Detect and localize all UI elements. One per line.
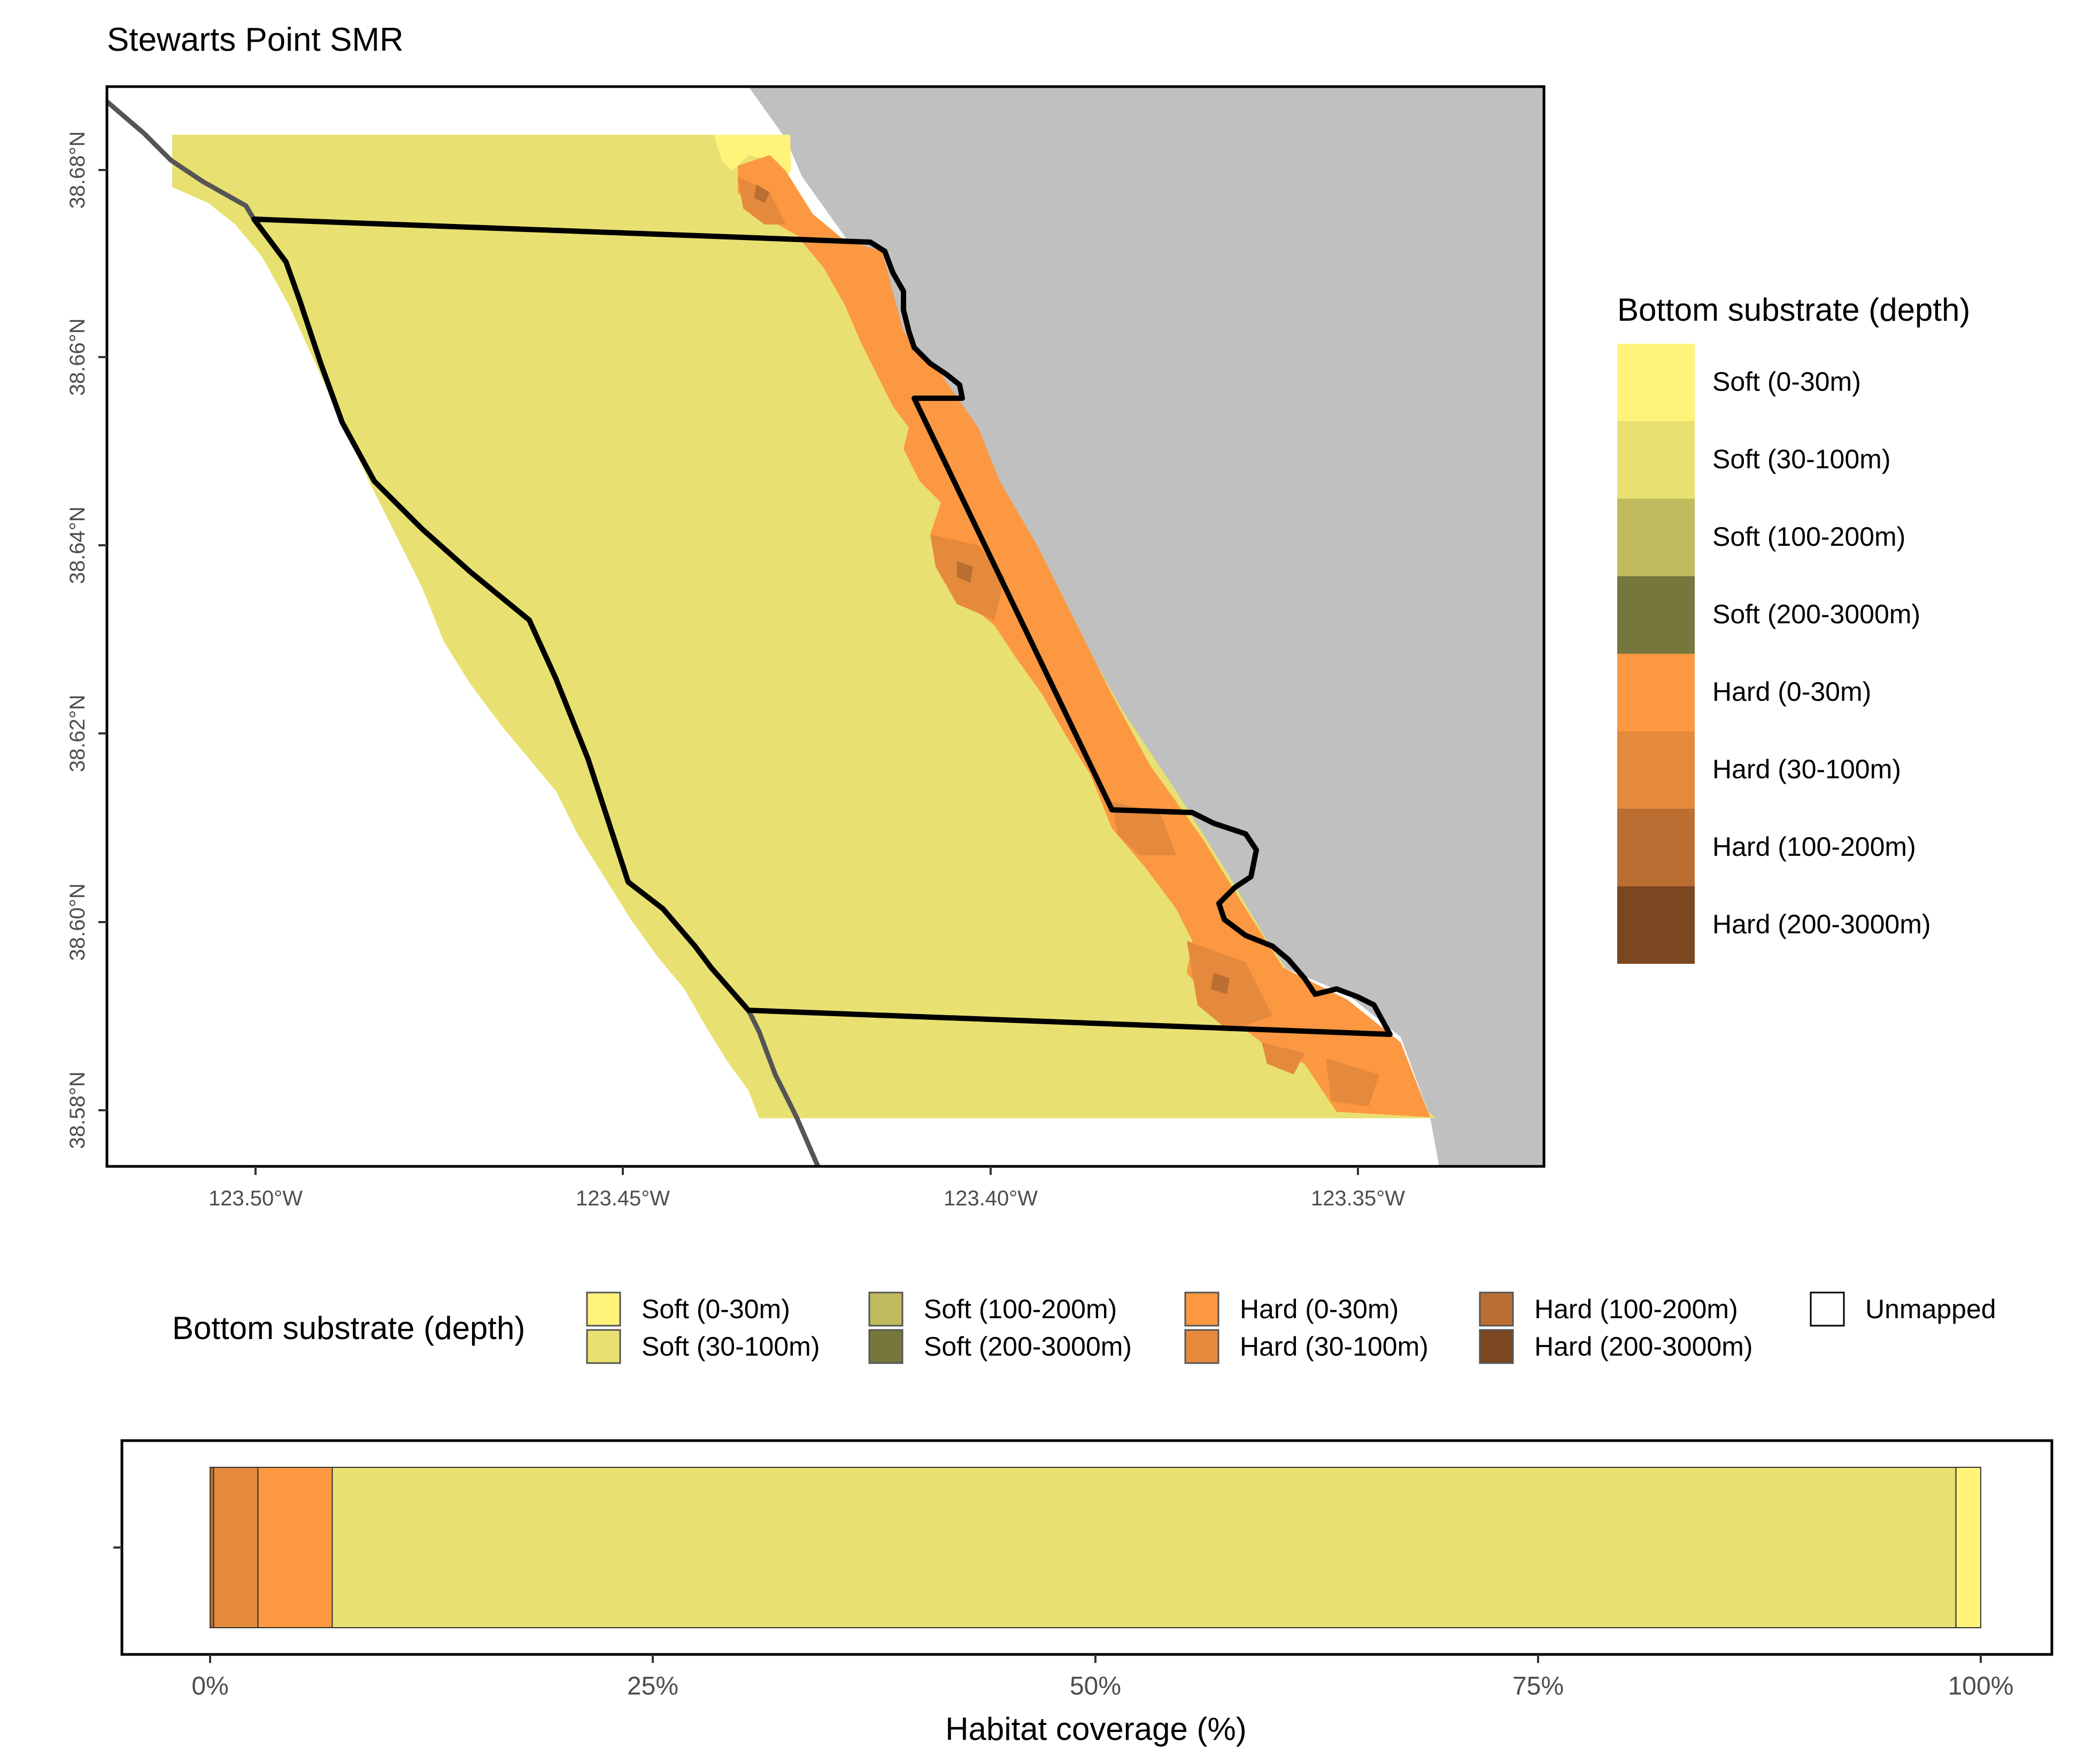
legend-swatch (1184, 1329, 1219, 1364)
legend-swatch (1617, 499, 1695, 576)
lat-tick-label: 38.64°N (66, 507, 89, 584)
legend-swatch (1617, 421, 1695, 499)
bottom-legend-items: Soft (0-30m) Soft (30-100m) Soft (100-200m… (586, 1291, 1996, 1364)
right-legend: Bottom substrate (depth) Soft (0-30m)Sof… (1617, 292, 1970, 964)
right-legend-items: Soft (0-30m) Soft (30-100m) Soft (100-200m… (1617, 344, 1931, 964)
legend-label: Hard (100-200m) (1534, 1294, 1738, 1324)
legend-swatch (868, 1329, 904, 1364)
legend-label: Hard (0-30m) (1240, 1294, 1399, 1324)
legend-swatch (1617, 731, 1695, 809)
legend-swatch (1617, 654, 1695, 731)
bar-segment (257, 1467, 333, 1628)
legend-swatch (1617, 886, 1695, 964)
lat-axis: 38.68°N 38.66°N 38.64°N 38.62°N 38.60°N … (66, 131, 107, 1149)
lat-tick-label: 38.68°N (66, 131, 89, 209)
x-tick-label: 0% (191, 1672, 228, 1700)
x-tick-label: 25% (627, 1672, 678, 1700)
x-tick-label: 50% (1070, 1672, 1121, 1700)
state-waters-line (107, 99, 821, 1166)
legend-swatch (1617, 344, 1695, 421)
legend-label: Soft (100-200m) (1712, 522, 1905, 552)
legend-swatch (586, 1291, 621, 1327)
legend-swatch (1479, 1329, 1514, 1364)
hard-reef-band (738, 155, 1430, 1117)
lon-tick-label: 123.45°W (576, 1187, 670, 1210)
legend-label: Soft (30-100m) (1712, 444, 1890, 474)
map-frame (105, 85, 1546, 1168)
legend-label: Soft (0-30m) (1712, 367, 1861, 397)
legend-label: Hard (30-100m) (1240, 1332, 1428, 1361)
bar-segment (213, 1467, 259, 1628)
land (748, 87, 1544, 1166)
soft-0-30-north (714, 135, 791, 182)
legend-label: Unmapped (1865, 1294, 1996, 1324)
legend-label: Hard (0-30m) (1712, 677, 1871, 707)
lat-tick-label: 38.60°N (66, 884, 89, 961)
bar-segments (210, 1467, 1982, 1628)
right-legend-title: Bottom substrate (depth) (1617, 292, 1970, 328)
x-tick-label: 75% (1512, 1672, 1564, 1700)
legend-label: Soft (100-200m) (924, 1294, 1117, 1324)
bottom-legend: Bottom substrate (depth) Soft (0-30m)Sof… (172, 1291, 1996, 1364)
lon-tick-label: 123.35°W (1311, 1187, 1405, 1210)
bottom-legend-title: Bottom substrate (depth) (172, 1310, 525, 1346)
bar-segment (331, 1467, 1957, 1628)
lat-tick-label: 38.62°N (66, 695, 89, 772)
coverage-chart: 0% 25% 50% 75% 100% Habitat coverage (%) (113, 1439, 2053, 1747)
legend-swatch (1617, 809, 1695, 886)
legend-label: Hard (30-100m) (1712, 754, 1901, 784)
legend-label: Soft (30-100m) (642, 1332, 820, 1361)
legend-label: Soft (200-3000m) (1712, 599, 1920, 629)
x-axis-title: Habitat coverage (%) (945, 1711, 1247, 1747)
map-title: Stewarts Point SMR (107, 21, 404, 58)
lon-axis: 123.50°W 123.45°W 123.40°W 123.35°W (208, 1166, 1405, 1210)
legend-swatch (1810, 1291, 1845, 1327)
smr-boundary (251, 216, 1393, 1037)
legend-label: Hard (200-3000m) (1534, 1332, 1753, 1361)
legend-swatch (868, 1291, 904, 1327)
soft-30-100-area (172, 135, 1435, 1118)
legend-swatch (586, 1329, 621, 1364)
legend-label: Hard (200-3000m) (1712, 909, 1931, 939)
x-tick-label: 100% (1948, 1672, 2014, 1700)
legend-label: Soft (0-30m) (642, 1294, 790, 1324)
lat-tick-label: 38.58°N (66, 1072, 89, 1149)
legend-swatch (1479, 1291, 1514, 1327)
legend-swatch (1184, 1291, 1219, 1327)
lat-tick-label: 38.66°N (66, 319, 89, 396)
legend-label: Hard (100-200m) (1712, 832, 1916, 862)
legend-label: Soft (200-3000m) (924, 1332, 1132, 1361)
lon-tick-label: 123.50°W (208, 1187, 303, 1210)
lon-tick-label: 123.40°W (944, 1187, 1038, 1210)
map-panel (107, 87, 1544, 1166)
bar-segment (1955, 1467, 1982, 1628)
x-axis: 0% 25% 50% 75% 100% (191, 1654, 2013, 1700)
legend-swatch (1617, 576, 1695, 654)
